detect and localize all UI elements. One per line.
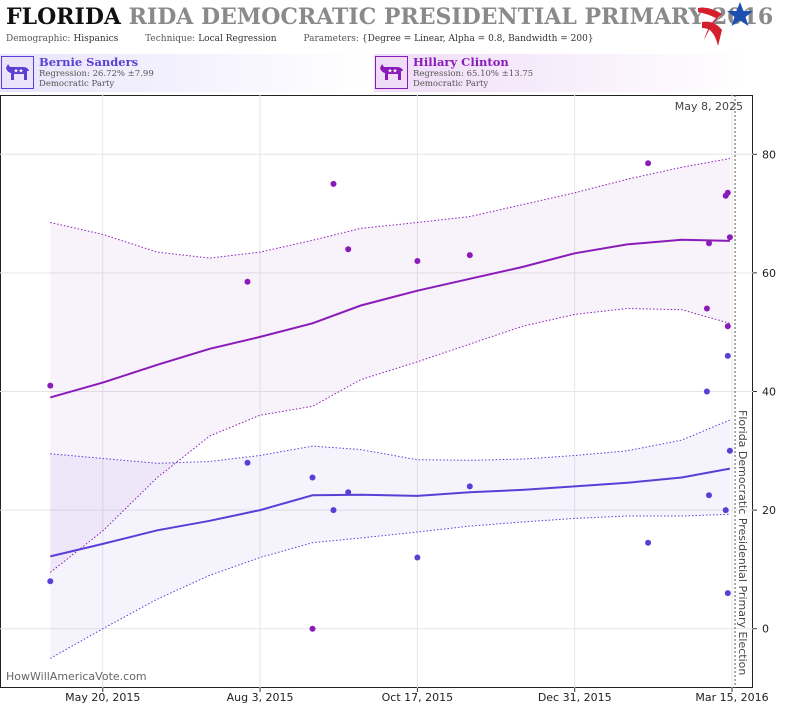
logo-stripe [698, 7, 722, 41]
x-tick-label: Oct 17, 2015 [382, 691, 454, 704]
param-label: Parameters: [303, 34, 359, 44]
x-tick-label: Mar 15, 2016 [695, 691, 768, 704]
title-state: FLORIDA [6, 4, 121, 30]
candidate-name: Hillary Clinton [413, 55, 509, 69]
param-value: {Degree = Linear, Alpha = 0.8, Bandwidth… [361, 34, 594, 44]
x-tick-label: Dec 31, 2015 [538, 691, 612, 704]
poll-point [645, 539, 652, 546]
candidate-regression: Regression: 65.10% ±13.75 [413, 69, 534, 79]
poll-point [703, 388, 710, 395]
param-value: Local Regression [198, 34, 277, 44]
x-tick-label: Aug 3, 2015 [227, 691, 294, 704]
param-parameters: Parameters: {Degree = Linear, Alpha = 0.8… [303, 34, 605, 44]
poll-point [726, 447, 733, 454]
poll-point [706, 492, 712, 499]
poll-point [309, 474, 316, 481]
star-flag-logo[interactable] [696, 0, 756, 50]
band-lower-line [49, 307, 731, 573]
poll-point [724, 590, 731, 597]
poll-point [722, 507, 729, 514]
logo-star [727, 2, 753, 26]
candidate-legend: Bernie Sanders Regression: 26.72% ±7.99 … [0, 54, 789, 92]
poll-point [244, 278, 251, 285]
candidate-name: Bernie Sanders [39, 55, 139, 69]
param-technique: Technique: Local Regression [145, 34, 288, 44]
band-upper-line [50, 419, 731, 464]
candidate-party: Democratic Party [39, 79, 115, 89]
poll-point [414, 554, 421, 561]
legend-item-clinton[interactable]: Hillary Clinton Regression: 65.10% ±13.7… [374, 54, 746, 92]
poll-point [726, 234, 733, 241]
y-tick-label: 0 [762, 623, 769, 636]
param-demographic: Demographic: Hispanics [6, 34, 130, 44]
candidate-regression: Regression: 26.72% ±7.99 [39, 69, 154, 79]
poll-point [309, 625, 316, 632]
band-lower-line [50, 513, 730, 659]
poll-point [645, 160, 652, 167]
confidence-band [50, 158, 730, 573]
logo-stripe [702, 21, 722, 46]
band-upper-line [50, 158, 730, 259]
chart-area: 0 20 40 60 80 Florida Democratic Presidential… [0, 95, 789, 704]
regression-chart[interactable]: 0 20 40 60 80 Florida Democratic Presidential… [0, 95, 789, 704]
param-label: Demographic: [6, 34, 71, 44]
chart-header: FLORIDA RIDA DEMOCRATIC PRESIDENTIAL PRI… [0, 0, 789, 52]
poll-point [466, 252, 473, 259]
y-tick-label: 80 [762, 148, 776, 161]
poll-point [47, 382, 54, 389]
watermark: HowWillAmericaVote.com [6, 670, 147, 683]
y-tick-label: 60 [762, 267, 776, 280]
poll-point [706, 240, 712, 247]
candidate-party: Democratic Party [413, 79, 489, 89]
election-label: Florida Democratic Presidential Primary … [736, 410, 749, 675]
poll-point [244, 459, 251, 466]
poll-point [724, 352, 731, 359]
trend-line [50, 238, 730, 399]
x-tick-label: May 20, 2015 [65, 691, 140, 704]
poll-point [703, 305, 710, 312]
legend-text: Hillary Clinton Regression: 65.10% ±13.7… [413, 55, 534, 90]
today-label: May 8, 2025 [675, 100, 743, 113]
poll-point [724, 189, 731, 196]
poll-point [345, 489, 352, 496]
democrat-donkey-icon [1, 56, 34, 89]
param-label: Technique: [145, 34, 196, 44]
legend-item-sanders[interactable]: Bernie Sanders Regression: 26.72% ±7.99 … [0, 54, 372, 92]
chart-title: FLORIDA RIDA DEMOCRATIC PRESIDENTIAL PRI… [6, 4, 773, 30]
y-tick-label: 20 [762, 504, 776, 517]
param-value: Hispanics [73, 34, 119, 44]
parameters-line: Demographic: Hispanics Technique: Local Re… [6, 34, 618, 44]
poll-point [330, 180, 337, 187]
poll-point [724, 323, 731, 330]
democrat-donkey-icon [375, 56, 408, 89]
confidence-band [50, 420, 730, 659]
poll-point [330, 507, 337, 514]
poll-point [466, 483, 473, 490]
title-rest: RIDA DEMOCRATIC PRESIDENTIAL PRIMARY 201… [128, 4, 774, 30]
poll-point [414, 258, 421, 264]
legend-text: Bernie Sanders Regression: 26.72% ±7.99 … [39, 55, 154, 90]
y-tick-label: 40 [762, 386, 776, 399]
poll-point [47, 578, 54, 585]
poll-point [345, 246, 352, 253]
trend-line [50, 467, 731, 558]
